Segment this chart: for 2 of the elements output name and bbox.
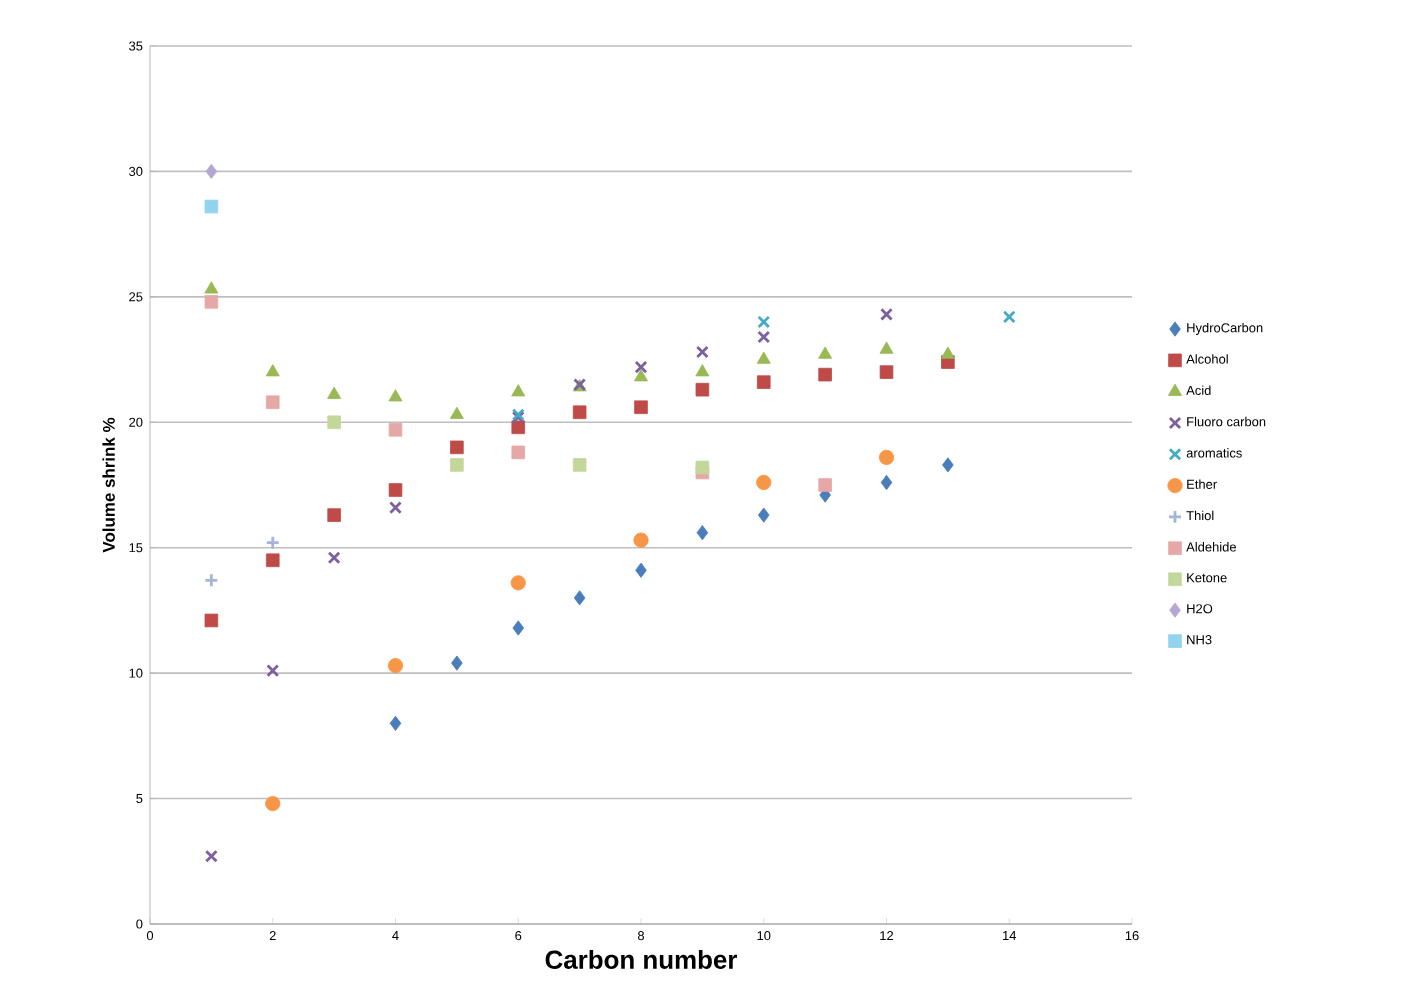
y-axis-title: Volume shrink % [102,417,115,553]
x-axis-title: Carbon number [545,949,738,969]
